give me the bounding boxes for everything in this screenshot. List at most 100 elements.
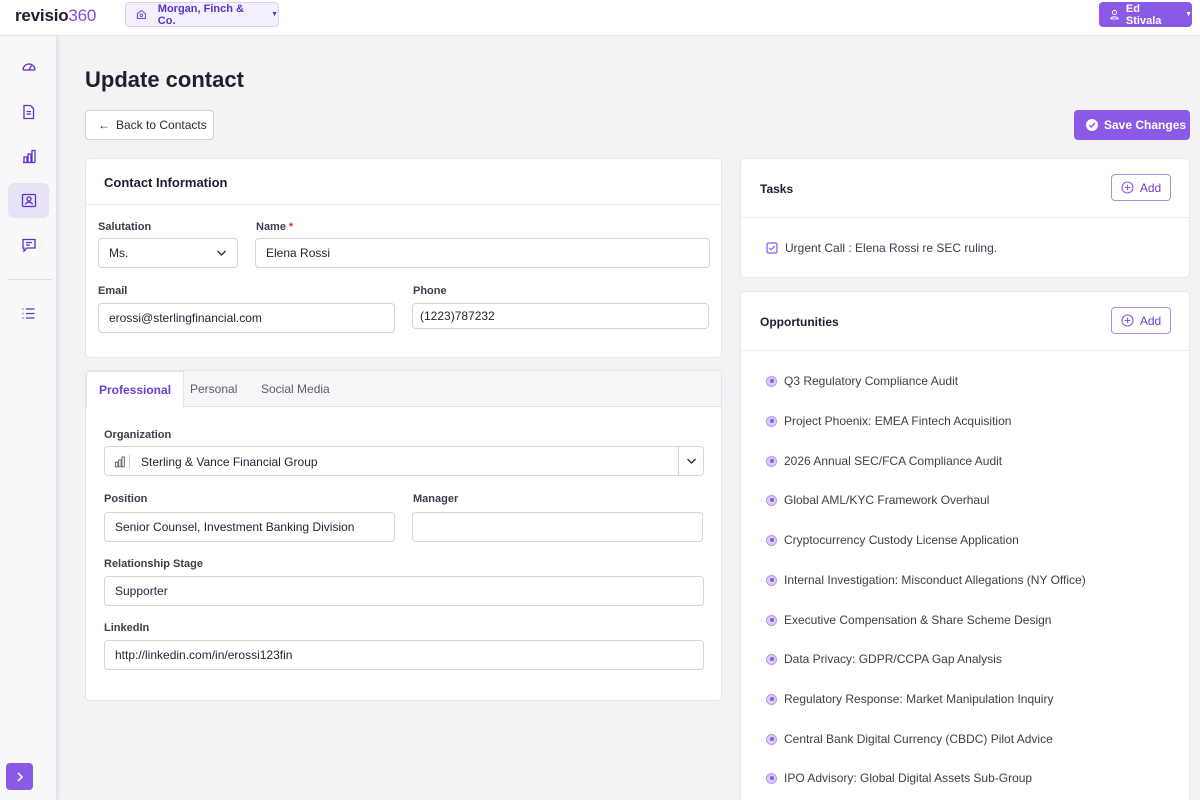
sidebar (0, 36, 57, 800)
opportunity-icon (766, 772, 777, 784)
name-input[interactable]: Elena Rossi (255, 238, 710, 268)
add-task-button[interactable]: Add (1111, 174, 1171, 201)
tasks-title: Tasks (760, 182, 794, 196)
opportunity-item[interactable]: Cryptocurrency Custody License Applicati… (766, 533, 1019, 547)
sidebar-item-messages[interactable] (8, 227, 49, 262)
linkedin-input[interactable]: http://linkedin.com/in/erossi123fin (104, 640, 704, 670)
user-icon (1110, 9, 1119, 20)
position-value: Senior Counsel, Investment Banking Divis… (115, 520, 355, 534)
opportunity-icon (766, 415, 777, 427)
manager-input[interactable] (412, 512, 703, 542)
checkbox-checked-icon[interactable] (766, 242, 778, 254)
sidebar-item-documents[interactable] (8, 94, 49, 129)
caret-down-icon: ▼ (1185, 11, 1192, 18)
dashboard-icon (21, 62, 36, 71)
task-label: Urgent Call : Elena Rossi re SEC ruling. (785, 241, 998, 255)
expand-sidebar-button[interactable] (6, 763, 33, 790)
organization-select[interactable]: Sterling & Vance Financial Group (104, 446, 704, 476)
divider (741, 217, 1189, 218)
opportunity-label: Q3 Regulatory Compliance Audit (784, 374, 959, 388)
organization-switcher-button[interactable]: Morgan, Finch & Co. ▼ (125, 2, 279, 27)
divider (129, 455, 130, 469)
contact-details-tabs-card: Professional Personal Social Media Organ… (85, 370, 722, 701)
opportunity-item[interactable]: Q3 Regulatory Compliance Audit (766, 374, 958, 388)
document-icon (23, 104, 35, 119)
add-opportunity-button[interactable]: Add (1111, 307, 1171, 334)
tab-personal[interactable]: Personal (190, 382, 238, 396)
opportunity-item[interactable]: Global AML/KYC Framework Overhaul (766, 493, 989, 507)
opportunity-label: IPO Advisory: Global Digital Assets Sub-… (784, 771, 1033, 785)
user-menu-button[interactable]: Ed Stivala ▼ (1099, 2, 1192, 27)
email-value: erossi@sterlingfinancial.com (109, 311, 262, 325)
opportunity-label: 2026 Annual SEC/FCA Compliance Audit (784, 454, 1003, 468)
opportunity-icon (766, 534, 777, 546)
building-chart-icon (22, 149, 36, 163)
chevron-down-icon (686, 458, 696, 464)
opportunity-item[interactable]: Project Phoenix: EMEA Fintech Acquisitio… (766, 414, 1011, 428)
organization-dropdown-toggle[interactable] (678, 447, 703, 475)
tab-professional[interactable]: Professional (86, 371, 185, 408)
opportunities-title: Opportunities (760, 315, 839, 329)
opportunity-item[interactable]: IPO Advisory: Global Digital Assets Sub-… (766, 771, 1032, 785)
divider (86, 204, 721, 205)
tab-social-media[interactable]: Social Media (261, 382, 330, 396)
sidebar-item-lists[interactable] (8, 296, 49, 331)
building-chart-icon (114, 456, 125, 468)
sidebar-item-dashboard[interactable] (8, 49, 49, 84)
opportunity-label: Executive Compensation & Share Scheme De… (784, 613, 1052, 627)
back-to-contacts-button[interactable]: ← Back to Contacts (85, 110, 214, 140)
email-input[interactable]: erossi@sterlingfinancial.com (98, 303, 395, 333)
opportunity-icon (766, 733, 777, 745)
divider (741, 350, 1189, 351)
plus-circle-icon (1121, 181, 1134, 194)
opportunity-item[interactable]: Data Privacy: GDPR/CCPA Gap Analysis (766, 652, 1002, 666)
relationship-stage-value: Supporter (115, 584, 168, 598)
opportunity-item[interactable]: 2026 Annual SEC/FCA Compliance Audit (766, 454, 1002, 468)
add-task-label: Add (1139, 180, 1162, 195)
opportunity-icon (766, 455, 777, 467)
phone-label: Phone (413, 285, 447, 297)
organization-label: Organization (104, 429, 172, 441)
position-label: Position (104, 493, 148, 505)
sidebar-item-organizations[interactable] (8, 138, 49, 173)
opportunity-icon (766, 614, 777, 626)
card-title: Contact Information (104, 175, 228, 190)
chevron-down-icon (217, 250, 226, 256)
relationship-stage-label: Relationship Stage (104, 558, 204, 570)
salutation-select[interactable]: Ms. (98, 238, 238, 268)
opportunity-icon (766, 494, 777, 506)
chevron-right-icon (16, 771, 23, 782)
back-button-label: Back to Contacts (116, 118, 207, 132)
organization-name: Morgan, Finch & Co. (157, 2, 244, 27)
name-value: Elena Rossi (266, 246, 331, 260)
opportunity-label: Project Phoenix: EMEA Fintech Acquisitio… (784, 414, 1012, 428)
caret-down-icon: ▼ (271, 11, 278, 18)
salutation-value: Ms. (109, 246, 129, 260)
opportunity-icon (766, 574, 777, 586)
phone-input[interactable]: (1223)787232 (412, 303, 709, 329)
save-changes-button[interactable]: Save Changes (1074, 110, 1190, 140)
opportunity-icon (766, 653, 777, 665)
contacts-icon (21, 193, 36, 208)
opportunity-label: Regulatory Response: Market Manipulation… (784, 692, 1054, 706)
app-logo[interactable]: revisio360 (15, 6, 97, 25)
salutation-label: Salutation (98, 221, 152, 233)
opportunity-label: Cryptocurrency Custody License Applicati… (784, 533, 1019, 547)
opportunity-item[interactable]: Regulatory Response: Market Manipulation… (766, 692, 1053, 706)
opportunity-label: Internal Investigation: Misconduct Alleg… (784, 573, 1086, 587)
position-input[interactable]: Senior Counsel, Investment Banking Divis… (104, 512, 395, 542)
opportunity-label: Global AML/KYC Framework Overhaul (784, 493, 990, 507)
opportunity-item[interactable]: Executive Compensation & Share Scheme De… (766, 613, 1051, 627)
task-item[interactable]: Urgent Call : Elena Rossi re SEC ruling. (766, 241, 997, 255)
opportunity-item[interactable]: Internal Investigation: Misconduct Alleg… (766, 573, 1086, 587)
sidebar-item-contacts[interactable] (8, 183, 49, 218)
name-label: Name * (256, 221, 294, 233)
email-label: Email (98, 285, 128, 297)
relationship-stage-input[interactable]: Supporter (104, 576, 704, 606)
opportunity-item[interactable]: Central Bank Digital Currency (CBDC) Pil… (766, 732, 1053, 746)
opportunity-icon (766, 693, 777, 705)
top-bar: revisio360 Morgan, Finch & Co. ▼ Ed Stiv… (0, 0, 1200, 36)
save-button-label: Save Changes (1104, 118, 1187, 132)
tab-strip: Professional Personal Social Media (86, 371, 721, 408)
page-title: Update contact (85, 67, 244, 92)
